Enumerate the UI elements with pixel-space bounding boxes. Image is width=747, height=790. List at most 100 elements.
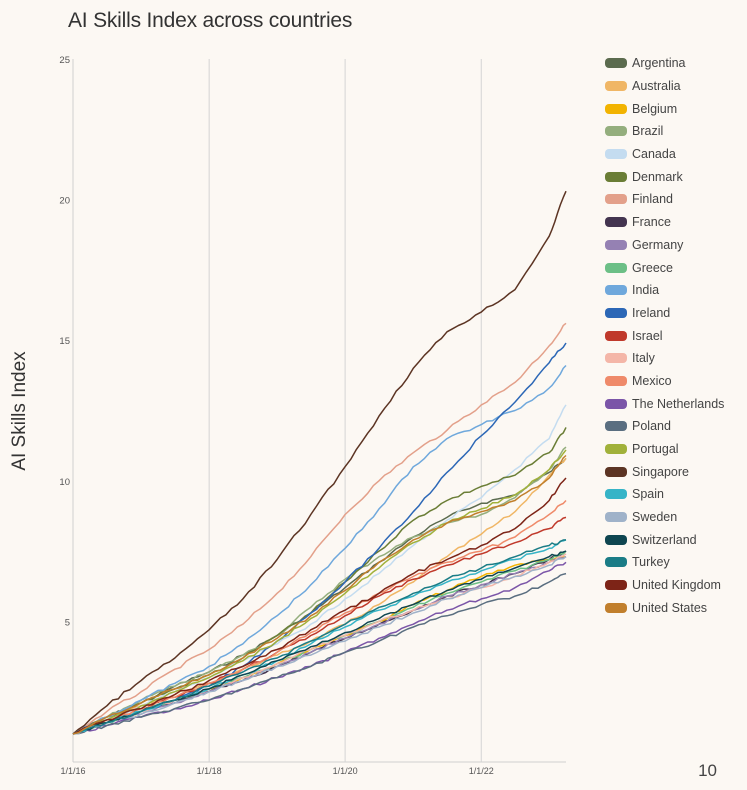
legend-label: France	[632, 215, 671, 230]
legend-label: Argentina	[632, 56, 686, 71]
legend-swatch	[605, 307, 627, 318]
series-line-brazil	[72, 446, 567, 735]
legend-label: Germany	[632, 237, 684, 252]
legend-swatch	[605, 330, 627, 341]
series-line-canada	[72, 404, 567, 735]
y-tick-label: 15	[59, 336, 70, 347]
legend-swatch	[605, 285, 627, 296]
legend-label: The Netherlands	[632, 396, 725, 411]
legend-item-the-netherlands: The Netherlands	[605, 392, 724, 415]
legend-swatch	[605, 149, 627, 160]
legend-label: Switzerland	[632, 532, 697, 547]
series-line-the-netherlands	[72, 561, 567, 735]
legend-item-australia: Australia	[605, 75, 724, 98]
y-tick-label: 10	[59, 477, 70, 488]
series-line-united-states	[72, 454, 567, 735]
legend-label: Finland	[632, 192, 673, 207]
legend-item-belgium: Belgium	[605, 97, 724, 120]
legend-swatch	[605, 534, 627, 545]
legend-item-united-states: United States	[605, 597, 724, 620]
legend-swatch	[605, 171, 627, 182]
series-line-greece	[72, 550, 567, 735]
legend-item-france: France	[605, 211, 724, 234]
legend-item-mexico: Mexico	[605, 370, 724, 393]
legend-label: Poland	[632, 419, 671, 434]
legend-item-singapore: Singapore	[605, 460, 724, 483]
legend-label: Australia	[632, 79, 681, 94]
x-tick-label: 1/1/18	[197, 766, 222, 776]
series-line-portugal	[72, 449, 567, 735]
legend-label: Portugal	[632, 442, 679, 457]
legend-swatch	[605, 375, 627, 386]
legend-swatch	[605, 103, 627, 114]
x-tick-label: 1/1/16	[60, 766, 85, 776]
legend-swatch	[605, 602, 627, 613]
legend-item-spain: Spain	[605, 483, 724, 506]
legend-swatch	[605, 239, 627, 250]
series-line-mexico	[72, 499, 567, 735]
legend-item-poland: Poland	[605, 415, 724, 438]
legend-swatch	[605, 512, 627, 523]
legend-swatch	[605, 580, 627, 591]
legend-swatch	[605, 557, 627, 568]
legend-swatch	[605, 262, 627, 273]
series-line-turkey	[72, 539, 567, 735]
legend-item-israel: Israel	[605, 324, 724, 347]
legend-swatch	[605, 398, 627, 409]
legend-label: Greece	[632, 260, 673, 275]
legend-item-brazil: Brazil	[605, 120, 724, 143]
legend-label: Italy	[632, 351, 655, 366]
legend-item-portugal: Portugal	[605, 438, 724, 461]
legend-swatch	[605, 81, 627, 92]
legend-label: Belgium	[632, 101, 678, 116]
y-tick-label: 25	[59, 55, 70, 66]
line-chart: 1/1/16 1/1/18 1/1/20 1/1/22 5 10 15 20 25	[59, 55, 567, 776]
legend-label: Denmark	[632, 169, 683, 184]
page-number: 10	[698, 761, 717, 780]
series-line-singapore	[72, 190, 567, 735]
x-tick-label: 1/1/20	[333, 766, 358, 776]
series-line-united-kingdom	[72, 477, 567, 735]
x-tick-label: 1/1/22	[469, 766, 494, 776]
legend-label: United Kingdom	[632, 578, 721, 593]
legend-item-ireland: Ireland	[605, 302, 724, 325]
y-tick-label: 5	[65, 617, 70, 628]
legend-label: United States	[632, 600, 708, 615]
legend-swatch	[605, 194, 627, 205]
legend-label: Mexico	[632, 373, 672, 388]
legend-label: Singapore	[632, 464, 689, 479]
legend-item-canada: Canada	[605, 143, 724, 166]
legend-item-turkey: Turkey	[605, 551, 724, 574]
legend-item-india: India	[605, 279, 724, 302]
legend-label: Ireland	[632, 305, 671, 320]
series-line-denmark	[72, 427, 567, 735]
legend-swatch	[605, 58, 627, 69]
series-line-finland	[72, 322, 567, 735]
series-line-israel	[72, 516, 567, 735]
legend-swatch	[605, 217, 627, 228]
legend-item-germany: Germany	[605, 234, 724, 257]
legend-label: Israel	[632, 328, 663, 343]
legend-item-switzerland: Switzerland	[605, 528, 724, 551]
legend-swatch	[605, 466, 627, 477]
legend-swatch	[605, 444, 627, 455]
legend-label: Canada	[632, 147, 676, 162]
legend-swatch	[605, 421, 627, 432]
legend-label: Brazil	[632, 124, 664, 139]
legend-swatch	[605, 126, 627, 137]
chart-title: AI Skills Index across countries	[68, 9, 353, 32]
legend-swatch	[605, 353, 627, 364]
legend-item-united-kingdom: United Kingdom	[605, 574, 724, 597]
legend-item-sweden: Sweden	[605, 506, 724, 529]
legend-label: India	[632, 283, 660, 298]
legend-item-finland: Finland	[605, 188, 724, 211]
series-line-sweden	[72, 556, 567, 735]
legend-item-argentina: Argentina	[605, 52, 724, 75]
chart-legend: Argentina Australia Belgium Brazil Canada Den…	[605, 52, 724, 619]
legend-item-denmark: Denmark	[605, 165, 724, 188]
legend-item-greece: Greece	[605, 256, 724, 279]
legend-label: Turkey	[632, 555, 670, 570]
legend-item-italy: Italy	[605, 347, 724, 370]
y-tick-label: 20	[59, 196, 70, 207]
legend-label: Sweden	[632, 510, 678, 525]
